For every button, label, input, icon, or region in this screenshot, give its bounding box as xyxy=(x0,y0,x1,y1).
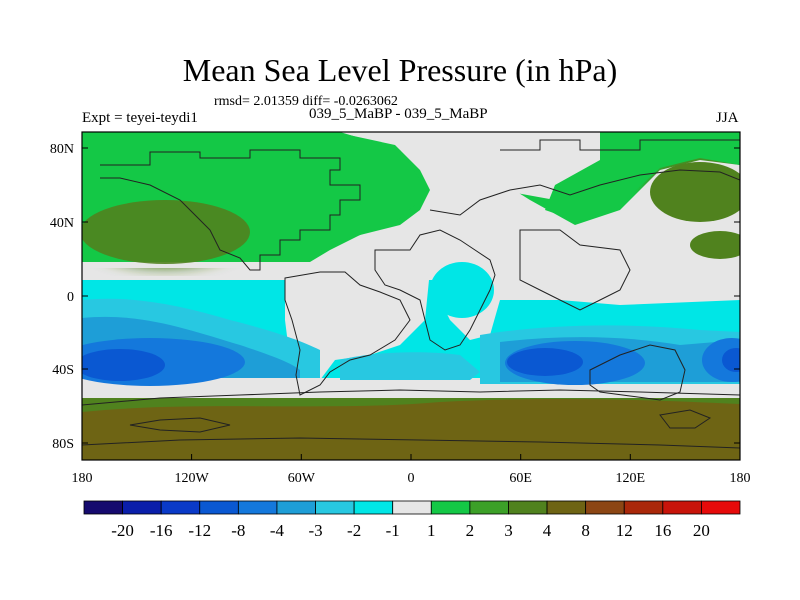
colorbar-label: -16 xyxy=(150,521,173,540)
lon-tick-label: 120E xyxy=(616,471,646,486)
colorbar-label: -4 xyxy=(270,521,285,540)
colorbar-box xyxy=(276,500,316,515)
colorbar-box xyxy=(160,500,201,515)
colorbar-box xyxy=(508,500,548,515)
lon-tick-label: 120W xyxy=(174,471,209,486)
colorbar-label: 12 xyxy=(616,521,633,540)
colorbar: -20 -16 -12 -8 -4 -3 -2 -1 1 2 3 4 8 12 16 20 xyxy=(83,500,741,540)
lon-tick-label: 180 xyxy=(730,471,751,486)
colorbar-label: -8 xyxy=(231,521,245,540)
colorbar-label: 1 xyxy=(427,521,436,540)
chart-subtitle: rmsd= 2.01359 diff= -0.0263062 xyxy=(214,94,398,109)
colorbar-label: -20 xyxy=(111,521,134,540)
colorbar-label: -3 xyxy=(308,521,322,540)
colorbar-box xyxy=(469,500,509,515)
experiment-label: Expt = teyei-teydi1 xyxy=(82,110,198,126)
colorbar-box xyxy=(546,500,587,515)
lon-tick-label: 60E xyxy=(509,471,532,486)
colorbar-box xyxy=(315,500,355,515)
comparison-label: 039_5_MaBP - 039_5_MaBP xyxy=(309,106,488,122)
colorbar-label: 16 xyxy=(654,521,671,540)
colorbar-label: 2 xyxy=(466,521,475,540)
colorbar-box xyxy=(392,500,432,515)
lat-tick-label: 40S xyxy=(52,363,74,378)
colorbar-box xyxy=(122,500,162,515)
colorbar-box xyxy=(83,500,123,515)
colorbar-label: 8 xyxy=(581,521,590,540)
colorbar-box xyxy=(662,500,702,515)
colorbar-label: 20 xyxy=(693,521,710,540)
lon-tick-label: 60W xyxy=(288,471,316,486)
map-fill-layer xyxy=(82,132,740,460)
colorbar-box xyxy=(199,500,239,515)
lat-tick-label: 80N xyxy=(50,142,74,157)
colorbar-label: 4 xyxy=(543,521,552,540)
lat-tick-label: 80S xyxy=(52,437,74,452)
colorbar-box xyxy=(585,500,625,515)
colorbar-box xyxy=(623,500,664,515)
colorbar-label: -2 xyxy=(347,521,361,540)
colorbar-label: -12 xyxy=(188,521,211,540)
season-label: JJA xyxy=(716,110,739,126)
colorbar-box xyxy=(237,500,278,515)
lat-tick-label: 40N xyxy=(50,216,74,231)
longitude-axis: 180 120W 60W 0 60E 120E 180 xyxy=(72,454,751,486)
colorbar-label: 3 xyxy=(504,521,513,540)
coastline-layer xyxy=(82,139,740,449)
colorbar-box xyxy=(430,500,471,515)
chart-title: Mean Sea Level Pressure (in hPa) xyxy=(182,52,618,88)
colorbar-box xyxy=(353,500,394,515)
lon-tick-label: 180 xyxy=(72,471,93,486)
lon-tick-label: 0 xyxy=(408,471,415,486)
latitude-axis: 80N 40N 0 40S 80S xyxy=(50,142,740,452)
colorbar-label: -1 xyxy=(386,521,400,540)
lat-tick-label: 0 xyxy=(67,290,74,305)
colorbar-box xyxy=(701,500,741,515)
